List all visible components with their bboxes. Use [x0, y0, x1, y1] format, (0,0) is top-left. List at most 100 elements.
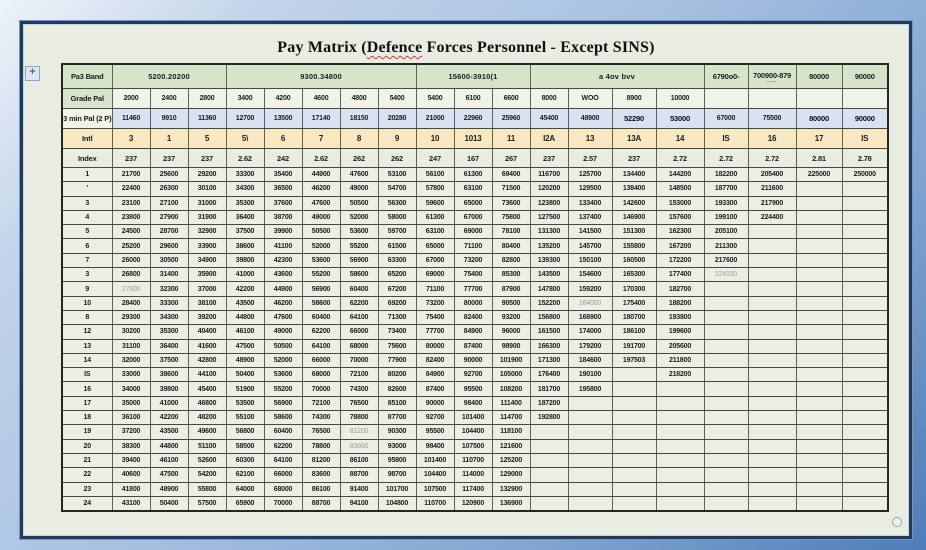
row-index-cell: 14	[61, 352, 113, 369]
index-factor-cell: 2.72	[703, 148, 749, 168]
pay-value-cell: 64100	[263, 452, 303, 469]
pay-value-cell	[611, 495, 657, 512]
table-row: 8 29300 34300 39200 44800 47600 60400 64100 7130…	[61, 309, 889, 326]
pay-value-cell: 42800	[187, 352, 227, 369]
pay-value-cell: 32900	[187, 224, 227, 240]
pay-value-cell	[611, 438, 657, 454]
pay-value-cell: 85300	[491, 267, 531, 283]
pay-value-cell: 93000	[377, 438, 417, 454]
pay-value-cell	[841, 238, 889, 254]
pay-value-cell: 74300	[339, 381, 379, 397]
pay-value-cell	[529, 495, 569, 512]
table-move-handle-icon[interactable]: +	[25, 66, 40, 81]
pay-matrix-table: Pa3 Band 5200.20200 9300.34800 15600-3910(…	[61, 63, 889, 513]
pay-value-cell: 31100	[111, 338, 151, 354]
pay-value-cell: 182700	[655, 281, 705, 297]
pay-value-cell: 78100	[491, 224, 531, 240]
min-pay-cell: 45400	[529, 108, 569, 129]
pay-value-cell: 64100	[301, 338, 341, 354]
min-pay-cell: 90000	[841, 108, 889, 129]
pay-value-cell: 110700	[453, 452, 493, 469]
pay-value-cell: 37600	[263, 195, 303, 211]
pay-value-cell: 156800	[529, 309, 569, 326]
grade-pay-cell: 8000	[529, 88, 569, 109]
pay-value-cell: 49000	[339, 181, 379, 197]
pay-value-cell: 53600	[263, 367, 303, 383]
row-index-cell: 6	[61, 238, 113, 254]
pay-value-cell: 110700	[415, 495, 455, 512]
row-index-cell: 3	[61, 267, 113, 283]
grade-pay-cell: 6100	[453, 88, 493, 109]
pay-value-cell: 30500	[149, 252, 189, 269]
pay-value-cell: 191700	[611, 338, 657, 354]
pay-value-cell: 35400	[263, 166, 303, 183]
title-suffix: Forces Personnel - Except SINS)	[422, 39, 655, 56]
pay-value-cell: 56900	[263, 395, 303, 412]
level-cell: 11	[491, 128, 531, 149]
row-index-cell: 10	[61, 295, 113, 311]
pay-value-cell: 117400	[453, 481, 493, 497]
pay-value-cell: 22400	[111, 181, 151, 197]
pay-value-cell: 95500	[415, 424, 455, 440]
pay-value-cell: 23100	[111, 195, 151, 211]
pay-value-cell: 176400	[529, 367, 569, 383]
row-index-cell: 17	[61, 395, 113, 412]
table-row: 3 23100 27100 31000 35300 37600 47600 50500 5630…	[61, 195, 889, 211]
pay-value-cell: 184600	[567, 352, 613, 369]
pay-value-cell: 193800	[655, 309, 705, 326]
pay-value-cell: 63100	[453, 181, 493, 197]
table-row: 14 32000 37500 42800 48900 52000 66000 70000 779…	[61, 352, 889, 369]
pay-value-cell: 32000	[111, 352, 151, 369]
pay-value-cell: 76500	[339, 395, 379, 412]
pay-value-cell	[567, 438, 613, 454]
pay-value-cell	[567, 395, 613, 412]
pay-value-cell: 182200	[703, 166, 749, 183]
row-index-cell: 24	[61, 495, 113, 512]
pay-value-cell	[841, 481, 889, 497]
pay-value-cell: 33300	[149, 295, 189, 311]
pay-value-cell: 44800	[225, 309, 265, 326]
min-pay-cell: 67000	[703, 108, 749, 129]
pay-value-cell: 98700	[377, 467, 417, 483]
pay-value-cell: 139300	[529, 252, 569, 269]
pay-value-cell: 162300	[655, 224, 705, 240]
pay-value-cell: 40600	[111, 467, 151, 483]
pay-value-cell: 47600	[301, 195, 341, 211]
pay-value-cell: 152200	[529, 295, 569, 311]
pay-value-cell: 90000	[415, 395, 455, 412]
pay-value-cell: 123800	[529, 195, 569, 211]
level-cell: 13	[567, 128, 613, 149]
pay-value-cell	[795, 224, 843, 240]
pay-value-cell: 73200	[453, 252, 493, 269]
pay-value-cell	[655, 424, 705, 440]
pay-value-cell: 38100	[187, 295, 227, 311]
pay-value-cell: 52000	[301, 238, 341, 254]
pay-value-cell: 197503	[611, 352, 657, 369]
pay-value-cell: 71100	[415, 281, 455, 297]
pay-band-label: Pa3 Band	[61, 63, 113, 89]
pay-value-cell: 53600	[301, 252, 341, 269]
pay-value-cell: 36100	[111, 410, 151, 426]
row-index-cell: 21	[61, 452, 113, 469]
level-label: Intl	[61, 128, 113, 149]
pay-value-cell: 30100	[187, 181, 227, 197]
pay-value-cell: 37500	[149, 352, 189, 369]
pay-value-cell	[747, 267, 797, 283]
pay-value-cell: 33900	[187, 238, 227, 254]
pay-value-cell: 47500	[149, 467, 189, 483]
index-factor-cell: 247	[415, 148, 455, 168]
pay-value-cell: 31900	[187, 209, 227, 226]
document-canvas[interactable]: Pay Matrix (Defence Forces Personnel - E…	[20, 21, 912, 539]
pay-value-cell: 141500	[567, 224, 613, 240]
pay-value-cell: 84900	[453, 324, 493, 340]
pay-value-cell: 56900	[301, 281, 341, 297]
table-resize-handle-icon[interactable]	[892, 517, 902, 527]
pay-value-cell: 50500	[301, 224, 341, 240]
pay-value-cell	[747, 424, 797, 440]
pay-value-cell: 77700	[415, 324, 455, 340]
pay-value-cell	[795, 252, 843, 269]
pay-value-cell	[841, 367, 889, 383]
pay-value-cell: 26800	[111, 267, 151, 283]
pay-value-cell: 154600	[567, 267, 613, 283]
